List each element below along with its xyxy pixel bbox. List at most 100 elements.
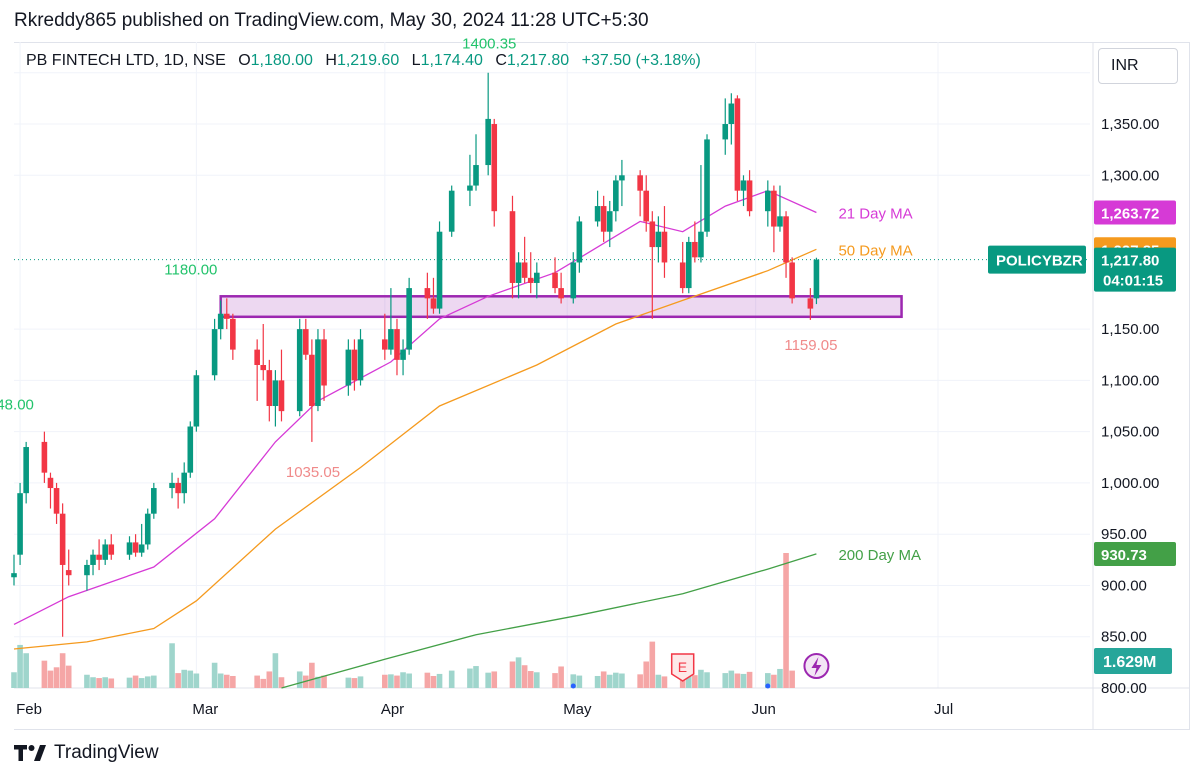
price-badge-bg — [1094, 541, 1176, 566]
legend-close-label: C — [495, 52, 507, 69]
candle-body — [151, 488, 157, 514]
candle-body — [661, 231, 668, 263]
candle-body — [41, 441, 48, 473]
volume-bar — [473, 666, 479, 688]
legend-close-value: 1,217.80 — [506, 52, 570, 69]
volume-bar — [175, 673, 181, 688]
month-tick-label: May — [563, 701, 592, 718]
candle-body — [606, 211, 613, 232]
price-annotation: 1035.05 — [286, 464, 340, 481]
price-tick-label: 1,000.00 — [1101, 475, 1159, 492]
volume-bar — [90, 677, 96, 688]
volume-bar — [515, 657, 522, 688]
candle — [600, 195, 607, 242]
candle — [65, 549, 72, 586]
volume-bar — [169, 643, 175, 688]
candle — [382, 313, 388, 360]
volume-bar — [655, 674, 662, 688]
candle-body — [783, 216, 789, 263]
volume-bar — [740, 673, 747, 688]
candle — [485, 72, 491, 176]
candle — [309, 339, 315, 442]
candle-body — [400, 349, 406, 360]
candle — [722, 98, 729, 155]
price-tick-label: 1,100.00 — [1101, 372, 1159, 389]
volume-bar — [448, 670, 455, 688]
candle-body — [193, 375, 200, 427]
candle — [558, 272, 564, 304]
candle — [424, 272, 431, 319]
candle-body — [771, 190, 777, 227]
volume-bar — [144, 676, 151, 688]
candle — [315, 329, 321, 412]
volume-bar — [345, 677, 352, 688]
candle-body — [132, 542, 139, 553]
volume-bar — [661, 676, 668, 688]
candle-body — [53, 488, 60, 514]
candle — [740, 175, 747, 207]
volume-bar — [217, 673, 224, 688]
volume-bar — [187, 670, 194, 688]
candle-body — [90, 554, 96, 565]
candle-body — [552, 272, 558, 289]
candle — [394, 318, 400, 376]
candle — [734, 95, 741, 201]
candle-body — [211, 329, 218, 376]
candle — [534, 262, 540, 299]
price-tick-label: 800.00 — [1101, 680, 1147, 697]
volume-bar — [382, 674, 388, 688]
volume-bar — [685, 674, 692, 688]
symbol-badge: POLICYBZR — [988, 245, 1086, 274]
candle-body — [223, 313, 230, 319]
volume-bar — [649, 641, 656, 688]
candle — [59, 503, 66, 637]
candle-body — [679, 262, 686, 289]
candle-body — [266, 370, 273, 407]
candle-body — [65, 570, 72, 576]
candle-body — [473, 165, 479, 186]
candle — [570, 252, 577, 304]
month-tick-label: Feb — [16, 701, 42, 718]
candle-body — [448, 190, 455, 232]
price-tick-label: 850.00 — [1101, 629, 1147, 646]
volume-bar — [230, 675, 236, 688]
volume-bar — [789, 670, 795, 688]
candle — [388, 288, 394, 355]
volume-bar — [315, 676, 321, 688]
candle — [254, 339, 260, 401]
candle — [491, 118, 498, 227]
volume-bar — [388, 674, 394, 688]
volume-bar — [59, 653, 66, 688]
ma21-line — [13, 189, 817, 625]
candle-body — [570, 262, 577, 299]
price-tick-label: 1,300.00 — [1101, 167, 1159, 184]
volume-bar — [424, 672, 431, 688]
ma-label: 200 Day MA — [838, 547, 921, 564]
volume-bar — [704, 672, 710, 688]
candle-body — [17, 493, 23, 555]
candle — [649, 211, 656, 319]
candle-body — [777, 216, 783, 227]
candle-body — [59, 513, 66, 565]
candle — [357, 329, 364, 386]
candle — [467, 154, 473, 207]
candle-body — [746, 180, 753, 212]
lightning-icon — [803, 653, 830, 679]
candle — [96, 539, 102, 571]
ma50-line — [13, 248, 817, 650]
candle-body — [807, 298, 814, 309]
candle-body — [144, 513, 151, 545]
volume-bar — [509, 661, 516, 688]
price-tick-label: 1,050.00 — [1101, 424, 1159, 441]
volume-bar — [272, 653, 279, 688]
candle-body — [217, 313, 224, 330]
candle-body — [230, 318, 236, 350]
price-badge: 1,263.72 — [1094, 200, 1176, 225]
volume-bar — [485, 672, 491, 688]
candle-body — [765, 190, 771, 212]
currency-button[interactable]: INR — [1098, 48, 1178, 84]
month-tick-label: Apr — [381, 701, 404, 718]
legend-high-label: H — [325, 52, 337, 69]
price-badge-value: 1,217.80 — [1101, 253, 1159, 270]
